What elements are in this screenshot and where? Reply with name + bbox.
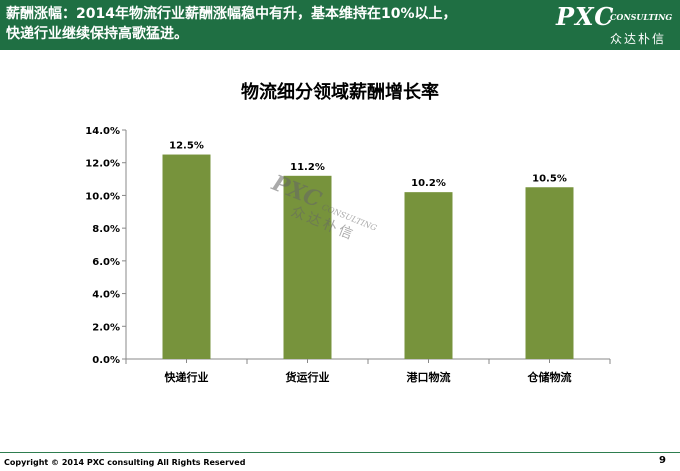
header-banner: 薪酬涨幅：2014年物流行业薪酬涨幅稳中有升，基本维持在10%以上， 快递行业继… — [0, 0, 680, 50]
category-label: 快递行业 — [164, 370, 209, 384]
bar — [525, 187, 574, 359]
logo-cn-text: 众达朴信 — [610, 32, 667, 46]
bar — [283, 175, 332, 359]
header-line-2: 快递行业继续保持高歌猛进。 — [6, 26, 188, 42]
category-label: 仓储物流 — [527, 370, 572, 384]
pxc-logo: PXC CONSULTING 众达朴信 — [552, 2, 672, 48]
y-tick-label: 4.0% — [92, 290, 120, 301]
logo-sub-text: CONSULTING — [610, 12, 673, 22]
data-label: 11.2% — [290, 162, 325, 173]
y-tick-label: 10.0% — [85, 191, 120, 202]
category-label: 港口物流 — [407, 370, 451, 384]
header-line-1: 薪酬涨幅：2014年物流行业薪酬涨幅稳中有升，基本维持在10%以上， — [6, 6, 457, 22]
category-label: 货运行业 — [285, 370, 330, 384]
logo-main-text: PXC — [556, 2, 615, 31]
bar — [162, 154, 211, 359]
data-label: 10.2% — [411, 178, 446, 189]
data-label: 12.5% — [169, 141, 204, 152]
y-tick-label: 0.0% — [92, 355, 120, 366]
y-tick-label: 6.0% — [92, 257, 120, 268]
y-tick-label: 8.0% — [92, 224, 120, 235]
header-text: 薪酬涨幅：2014年物流行业薪酬涨幅稳中有升，基本维持在10%以上， 快递行业继… — [6, 4, 566, 44]
y-tick-label: 14.0% — [85, 126, 120, 137]
chart-title: 物流细分领域薪酬增长率 — [241, 82, 439, 103]
footer-divider — [0, 452, 680, 453]
copyright-text: Copyright © 2014 PXC consulting All Righ… — [4, 458, 246, 467]
y-tick-label: 12.0% — [85, 159, 120, 170]
data-label: 10.5% — [532, 173, 567, 184]
bar — [404, 192, 453, 359]
page-number: 9 — [659, 455, 666, 466]
y-tick-label: 2.0% — [92, 322, 120, 333]
